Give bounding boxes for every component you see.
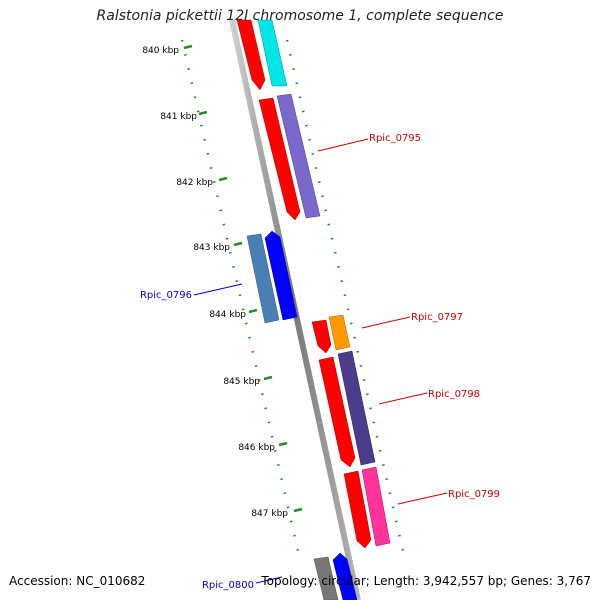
leader-0800	[255, 576, 283, 584]
tick-label-840: 840 kbp	[142, 46, 179, 56]
gene-features	[236, 19, 391, 600]
gene-steelblue-0796[interactable]	[246, 233, 280, 324]
map-title: Ralstonia pickettii 12J chromosome 1, co…	[96, 8, 504, 24]
gene-red-0797[interactable]	[311, 319, 332, 354]
scale-ticks: 840 kbp 841 kbp 842 kbp 843 kbp 844 kbp …	[142, 44, 303, 519]
tick-label-845: 845 kbp	[223, 377, 260, 387]
tick-845	[263, 375, 273, 381]
tick-label-842: 842 kbp	[176, 178, 213, 188]
gene-label-0795[interactable]: Rpic_0795	[369, 133, 421, 144]
gene-red-top[interactable]	[236, 19, 266, 91]
tick-label-841: 841 kbp	[160, 112, 197, 122]
tick-846	[278, 441, 288, 447]
gene-red-0799[interactable]	[343, 470, 372, 549]
gene-red-0795[interactable]	[258, 97, 301, 221]
tick-843	[233, 241, 243, 247]
gene-red-0798[interactable]	[318, 356, 356, 468]
gene-purple-0795[interactable]	[276, 93, 321, 219]
leader-0795	[317, 138, 369, 152]
tick-844	[248, 308, 258, 314]
leader-0798	[378, 392, 428, 405]
tick-label-844: 844 kbp	[209, 310, 246, 320]
gene-blue-0800[interactable]	[332, 552, 358, 600]
gene-label-0797[interactable]: Rpic_0797	[411, 312, 463, 323]
gene-orange-0797[interactable]	[328, 314, 351, 351]
gene-gray-0800[interactable]	[313, 556, 339, 600]
gene-cyan-top[interactable]	[257, 19, 288, 87]
gene-blue-0796[interactable]	[264, 230, 298, 321]
gene-label-0800[interactable]: Rpic_0800	[202, 580, 254, 591]
gene-label-0799[interactable]: Rpic_0799	[448, 489, 500, 500]
tick-841	[198, 110, 208, 116]
tick-label-846: 846 kbp	[238, 443, 275, 453]
tick-label-847: 847 kbp	[251, 509, 288, 519]
gene-label-0796[interactable]: Rpic_0796	[140, 290, 192, 301]
leader-0796	[193, 283, 243, 296]
gene-label-0798[interactable]: Rpic_0798	[428, 389, 480, 400]
tick-label-843: 843 kbp	[193, 243, 230, 253]
gene-label-leaders	[193, 138, 448, 584]
tick-840	[183, 44, 193, 50]
gene-magenta-0799[interactable]	[361, 466, 391, 547]
gene-labels: Rpic_0795 Rpic_0796 Rpic_0797 Rpic_0798 …	[140, 133, 500, 591]
leader-0799	[397, 492, 448, 505]
tick-847	[293, 507, 303, 513]
leader-0797	[361, 316, 411, 329]
tick-842	[218, 176, 228, 182]
gene-darkslate-0798[interactable]	[337, 350, 376, 466]
topology-text: Topology: circular; Length: 3,942,557 bp…	[261, 574, 591, 588]
accession-text: Accession: NC_010682	[9, 574, 146, 588]
